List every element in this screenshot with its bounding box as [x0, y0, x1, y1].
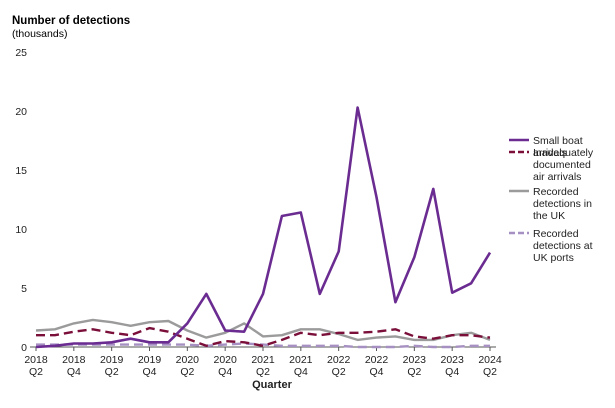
legend-label: the UK — [533, 210, 565, 222]
y-tick-label: 0 — [21, 342, 27, 354]
y-tick-label: 5 — [21, 283, 27, 295]
y-tick-label: 25 — [15, 47, 27, 59]
x-tick-label-quarter: Q2 — [332, 366, 346, 378]
x-tick-label-quarter: Q2 — [407, 366, 421, 378]
x-tick-label-quarter: Q4 — [218, 366, 232, 378]
y-tick-label: 10 — [15, 224, 27, 236]
x-tick-label-quarter: Q4 — [294, 366, 308, 378]
x-tick-label-quarter: Q2 — [256, 366, 270, 378]
x-tick-label-year: 2019 — [138, 354, 162, 366]
legend: Small boatarrivalsInadequatelydocumented… — [509, 135, 594, 264]
x-axis: 2018Q22018Q42019Q22019Q42020Q22020Q42021… — [24, 347, 502, 378]
x-tick-label-year: 2019 — [100, 354, 124, 366]
x-tick-label-year: 2021 — [251, 354, 275, 366]
series-line-1 — [36, 326, 491, 347]
x-tick-label-year: 2023 — [440, 354, 464, 366]
legend-label: Recorded — [533, 186, 579, 198]
y-axis: 0 5 10 15 20 25 — [15, 47, 27, 354]
legend-label: detections at — [533, 240, 593, 252]
legend-label: documented — [533, 159, 591, 171]
x-tick-label-year: 2023 — [403, 354, 427, 366]
x-tick-label-quarter: Q2 — [180, 366, 194, 378]
x-tick-label-quarter: Q2 — [105, 366, 119, 378]
series-lines — [35, 106, 492, 349]
x-tick-label-quarter: Q2 — [29, 366, 43, 378]
series-line-2 — [35, 318, 491, 342]
legend-label: Recorded — [533, 228, 579, 240]
legend-label: detections in — [533, 198, 592, 210]
x-tick-label-year: 2020 — [213, 354, 237, 366]
x-tick-label-quarter: Q4 — [67, 366, 81, 378]
x-tick-label-year: 2018 — [62, 354, 86, 366]
x-tick-label-year: 2022 — [327, 354, 351, 366]
x-tick-label-year: 2021 — [289, 354, 313, 366]
x-tick-label-quarter: Q4 — [445, 366, 459, 378]
x-tick-label-quarter: Q4 — [142, 366, 156, 378]
x-tick-label-quarter: Q4 — [369, 366, 383, 378]
legend-label: UK ports — [533, 252, 574, 264]
y-axis-title: Number of detections — [12, 15, 130, 27]
legend-label: Small boat — [533, 135, 583, 147]
x-tick-label-year: 2020 — [176, 354, 200, 366]
x-tick-label-quarter: Q2 — [483, 366, 497, 378]
x-tick-label-year: 2018 — [24, 354, 48, 366]
x-tick-label-year: 2024 — [478, 354, 502, 366]
legend-label: Inadequately — [533, 147, 594, 159]
legend-label: air arrivals — [533, 171, 581, 183]
y-tick-label: 15 — [15, 165, 27, 177]
y-axis-unit: (thousands) — [12, 28, 67, 40]
x-tick-label-year: 2022 — [365, 354, 389, 366]
y-tick-label: 20 — [15, 106, 27, 118]
legend-label: arrivals — [533, 147, 567, 159]
x-axis-title: Quarter — [252, 379, 292, 391]
series-line-0 — [35, 106, 492, 349]
